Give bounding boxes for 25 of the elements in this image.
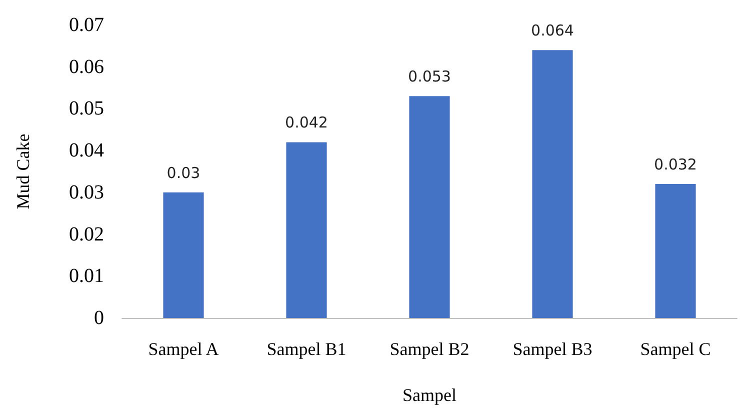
y-tick-label: 0.07: [69, 14, 104, 36]
bar: [655, 184, 696, 318]
y-tick-label: 0.06: [69, 56, 104, 78]
data-label: 0.042: [285, 114, 328, 132]
x-tick-label: Sampel B3: [512, 339, 592, 359]
x-tick-label: Sampel B2: [390, 339, 470, 359]
y-tick-label: 0.03: [69, 181, 104, 204]
x-axis-title: Sampel: [402, 385, 456, 405]
y-tick-label: 0: [94, 307, 104, 329]
y-tick-label: 0.05: [69, 98, 104, 120]
bar: [163, 192, 204, 318]
x-tick-label: Sampel C: [640, 339, 711, 359]
bar: [286, 142, 327, 318]
y-tick-label: 0.01: [69, 265, 104, 288]
y-tick-label: 0.02: [69, 223, 104, 246]
y-tick-label: 0.04: [69, 140, 104, 162]
x-tick-label: Sampel A: [148, 339, 219, 359]
data-label: 0.053: [408, 68, 451, 86]
data-label: 0.03: [166, 164, 200, 182]
data-label: 0.064: [531, 22, 574, 40]
bar: [409, 96, 450, 318]
bar: [532, 50, 573, 318]
x-tick-label: Sampel B1: [266, 339, 346, 359]
y-axis-title: Mud Cake: [13, 134, 33, 210]
data-label: 0.032: [654, 156, 697, 174]
